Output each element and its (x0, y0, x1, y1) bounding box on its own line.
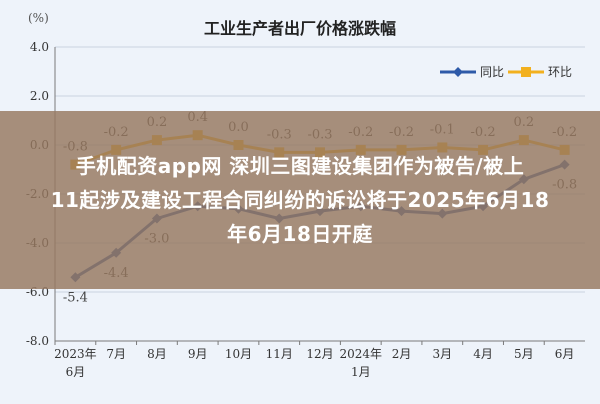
x-tick-label: 2024年 (339, 347, 382, 361)
x-tick-label: 2月 (392, 347, 412, 361)
y-tick-label: -8.0 (26, 334, 49, 348)
overlay-line-3: 年6月18日开庭 (227, 222, 373, 246)
x-tick-label: 10月 (225, 347, 252, 361)
legend-item-yoy: 同比 (440, 65, 504, 79)
legend-marker-mom (521, 67, 531, 77)
x-tick-label: 9月 (188, 347, 208, 361)
legend-label-mom: 环比 (548, 65, 572, 79)
x-tick-label: 8月 (147, 347, 167, 361)
data-label-yoy: -5.4 (63, 290, 88, 305)
x-tick-label: 7月 (106, 347, 126, 361)
legend-item-mom: 环比 (508, 65, 572, 79)
x-tick-label: 4月 (473, 347, 493, 361)
legend-label-yoy: 同比 (480, 65, 504, 79)
x-tick-labels: 2023年 6月 7月 8月 9月 10月 11月 12月 2024年 1月 2月 3月 4月 5月 6月 (54, 347, 574, 379)
x-tick-label: 12月 (306, 347, 333, 361)
chart-title: 工业生产者出厂价格涨跌幅 (204, 19, 396, 38)
y-tick-label: 2.0 (30, 89, 49, 103)
x-tick-label: 5月 (514, 347, 534, 361)
news-overlay-banner[interactable]: 手机配资app网 深圳三图建设集团作为被告/被上 11起涉及建设工程合同纠纷的诉… (0, 111, 600, 289)
y-axis-unit: (%) (28, 11, 49, 25)
overlay-line-2: 11起涉及建设工程合同纠纷的诉讼将于2025年6月18 (50, 188, 550, 212)
x-tick-label: 6月 (555, 347, 575, 361)
x-tick-label: 11月 (266, 347, 293, 361)
y-tick-label: 4.0 (30, 40, 49, 54)
x-tick-label-line2: 1月 (351, 365, 371, 379)
chart-legend: 同比 环比 (440, 65, 572, 79)
legend-marker-yoy (453, 67, 463, 77)
x-tick-label: 2023年 (54, 347, 97, 361)
x-tick-label-line2: 6月 (66, 365, 86, 379)
x-tick-label: 3月 (432, 347, 452, 361)
overlay-line-1: 手机配资app网 深圳三图建设集团作为被告/被上 (75, 154, 525, 178)
